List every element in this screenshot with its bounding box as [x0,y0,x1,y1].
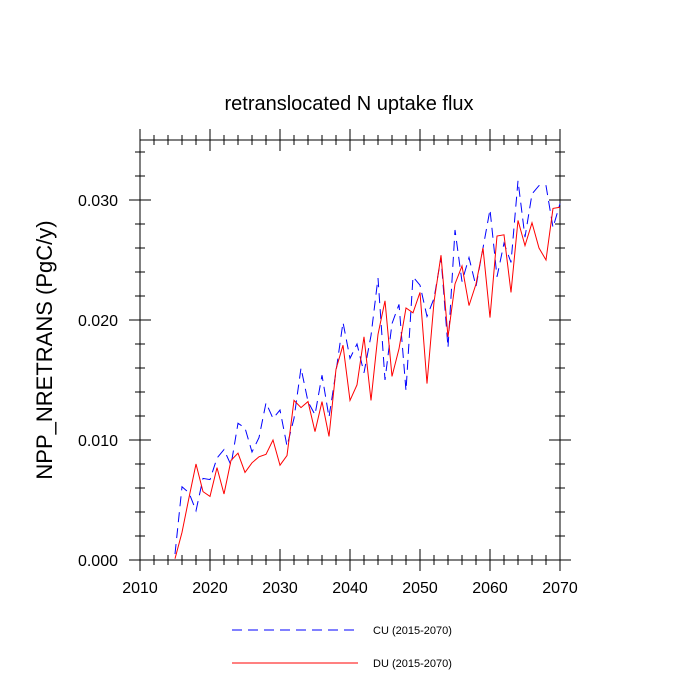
legend-label: DU (2015-2070) [373,658,452,670]
x-tick-label: 2060 [472,580,508,597]
series-line-du [174,206,561,559]
series-lines [174,180,561,559]
y-tick-label: 0.030 [78,193,118,210]
x-tick-label: 2030 [262,580,298,597]
legend-label: CU (2015-2070) [373,625,452,637]
y-tick-label: 0.020 [78,313,118,330]
series-line-cu [174,180,561,555]
y-axis-label: NPP_NRETRANS (PgC/y) [32,220,57,479]
x-tick-label: 2040 [332,580,368,597]
y-tick-label: 0.010 [78,433,118,450]
axis-tick-labels: 2010 2020 2030 2040 2050 2060 2070 0.000 0.010 0.… [78,193,578,597]
axis-ticks [129,129,571,571]
plot-frame [139,139,561,561]
x-tick-label: 2070 [542,580,578,597]
x-tick-label: 2050 [402,580,438,597]
chart-title: retranslocated N uptake flux [224,93,473,115]
y-tick-label: 0.000 [78,553,118,570]
legend: CU (2015-2070) DU (2015-2070) [232,625,452,670]
x-tick-label: 2020 [192,580,228,597]
x-tick-label: 2010 [122,580,158,597]
